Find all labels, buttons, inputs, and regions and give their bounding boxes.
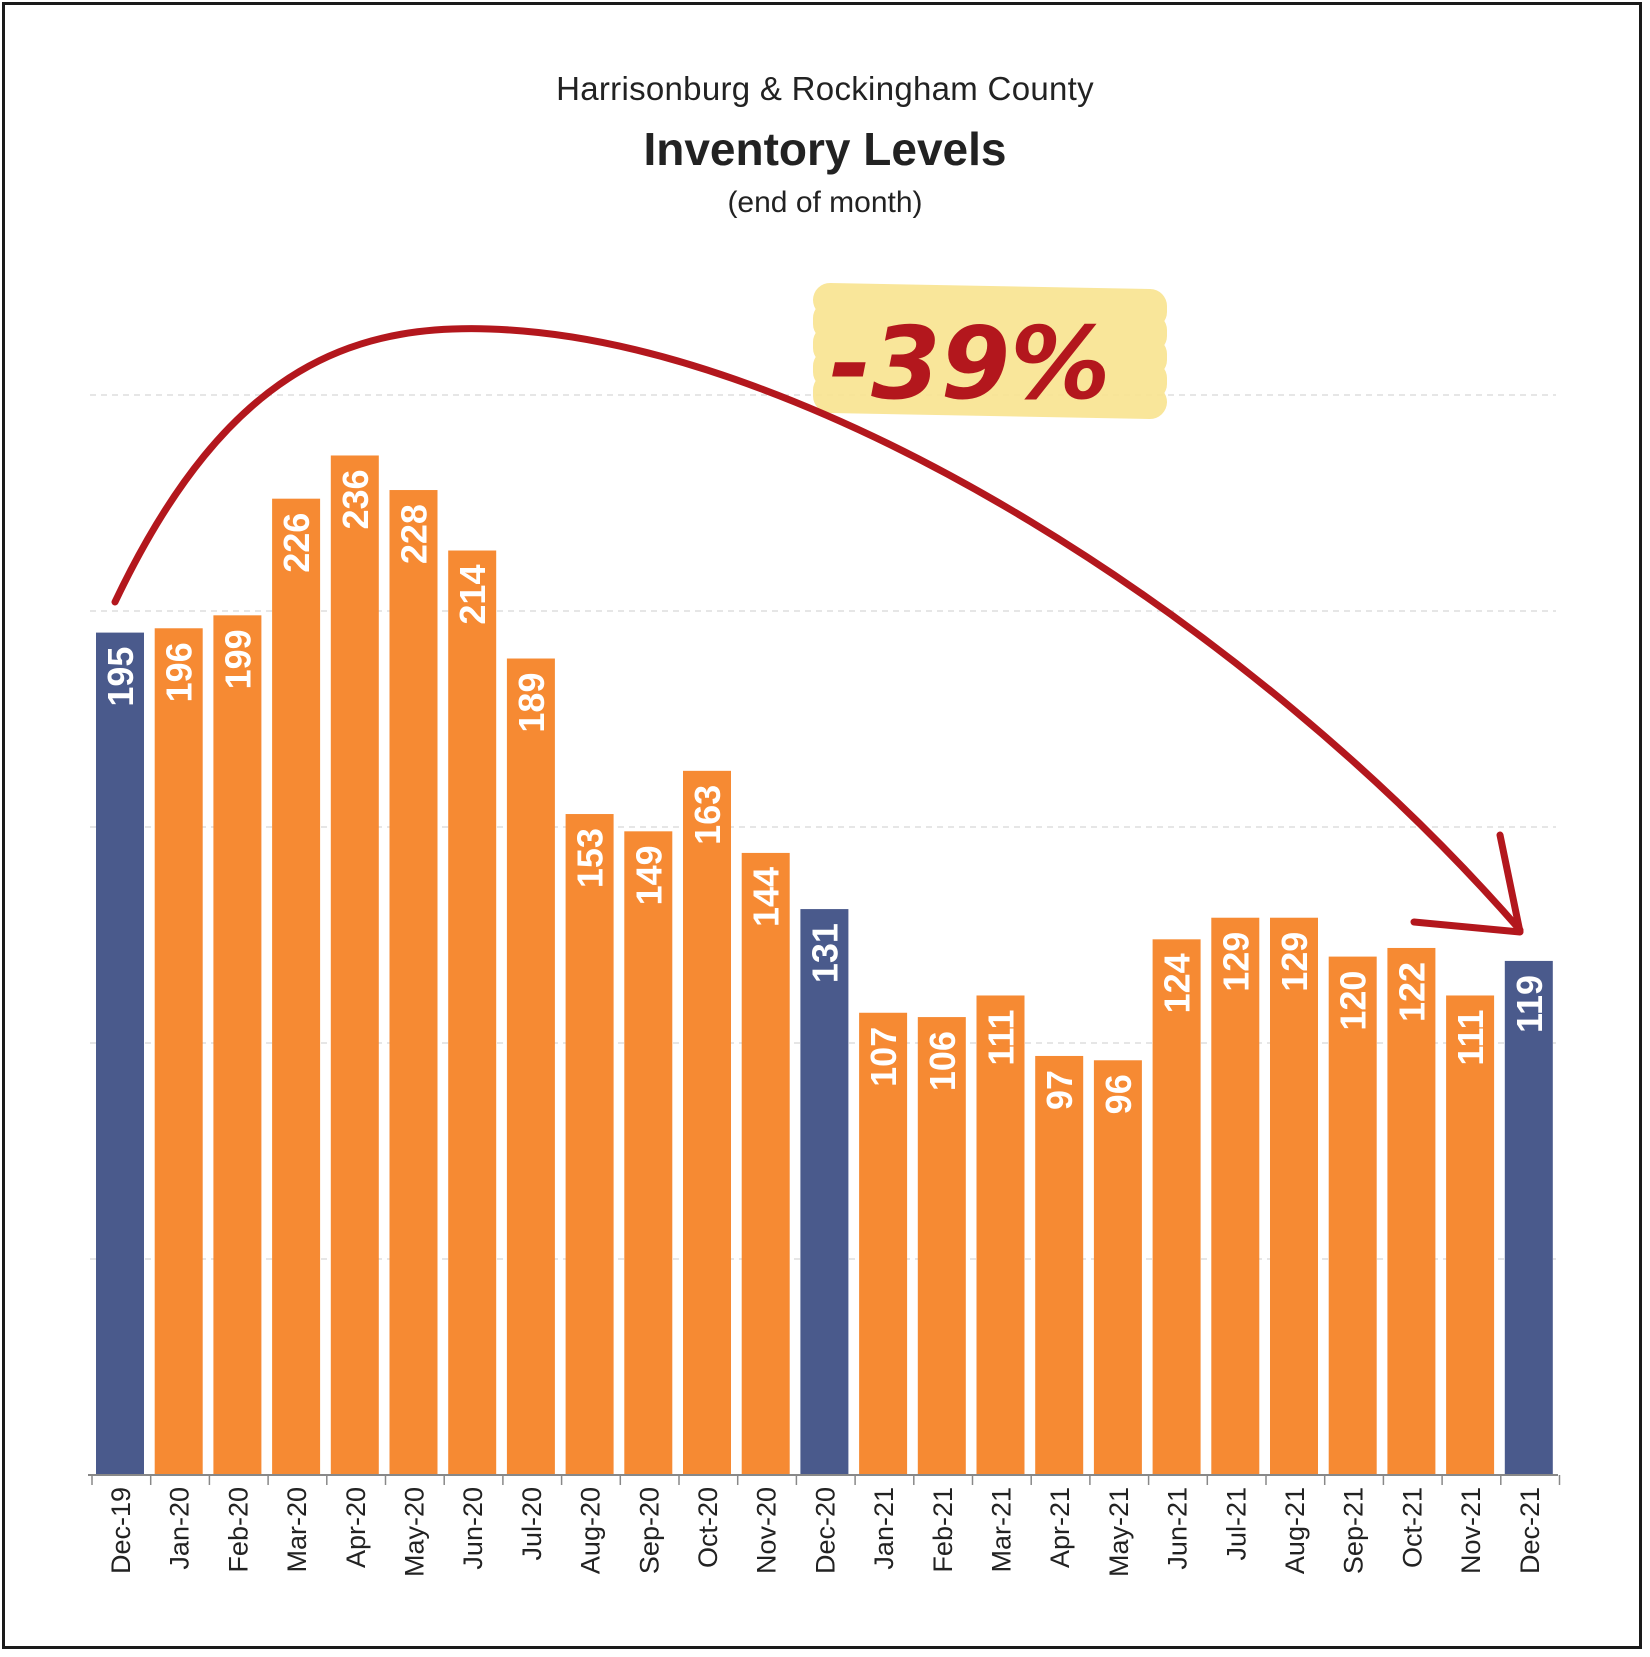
bar-Nov-20	[741, 852, 790, 1475]
data-label-Jan-21: 107	[863, 1027, 904, 1087]
change-percent-label: -39%	[830, 305, 1111, 422]
bar-Sep-21	[1328, 956, 1377, 1475]
data-label-Sep-21: 120	[1333, 971, 1374, 1031]
bar-Sep-20	[624, 831, 673, 1475]
x-tick-label-Jul-20: Jul-20	[517, 1487, 547, 1561]
bar-Jan-21	[859, 1012, 908, 1475]
bar-Oct-21	[1387, 947, 1436, 1475]
x-tick-label-May-20: May-20	[400, 1487, 430, 1577]
bar-Dec-21	[1504, 960, 1553, 1475]
data-label-Jun-20: 214	[452, 565, 493, 625]
bar-Aug-20	[565, 814, 614, 1475]
chart-title: Inventory Levels	[643, 123, 1007, 175]
data-label-May-21: 96	[1098, 1074, 1139, 1114]
x-tick-label-Feb-20: Feb-20	[223, 1487, 253, 1573]
x-tick-label-Dec-21: Dec-21	[1515, 1487, 1545, 1574]
bar-Jun-21	[1152, 939, 1201, 1475]
bar-Mar-20	[272, 498, 321, 1475]
bar-May-20	[389, 490, 438, 1475]
bars: 195 196 199 226 236 228 214 189 153 149 163 144 131 1…	[96, 455, 1553, 1476]
data-label-Mar-20: 226	[276, 513, 317, 573]
data-label-Aug-20: 153	[570, 828, 611, 888]
x-tick-label-Mar-21: Mar-21	[987, 1487, 1017, 1573]
data-label-May-20: 228	[394, 504, 435, 564]
x-tick-label-Jun-20: Jun-20	[458, 1487, 488, 1570]
data-label-Oct-20: 163	[687, 785, 728, 845]
data-label-Dec-21: 119	[1509, 975, 1550, 1033]
bar-Apr-21	[1035, 1055, 1084, 1475]
data-label-Apr-20: 236	[335, 469, 376, 529]
bar-Aug-21	[1270, 917, 1318, 1475]
x-tick-label-Apr-20: Apr-20	[341, 1487, 371, 1568]
trend-arrow-curve	[111, 325, 1524, 934]
data-label-Sep-20: 149	[628, 845, 669, 905]
x-tick-label-May-21: May-21	[1104, 1487, 1134, 1577]
data-label-Nov-20: 144	[746, 867, 787, 927]
data-label-Mar-21: 111	[981, 1009, 1022, 1065]
x-tick-label-Jul-21: Jul-21	[1221, 1487, 1251, 1561]
x-tick-label-Aug-20: Aug-20	[576, 1487, 606, 1574]
bar-Dec-19	[96, 632, 144, 1475]
x-tick-label-Dec-20: Dec-20	[810, 1487, 840, 1574]
data-label-Feb-20: 199	[217, 629, 258, 689]
x-tick-label-Sep-21: Sep-21	[1339, 1487, 1369, 1574]
data-label-Oct-21: 122	[1391, 962, 1432, 1022]
change-annotation: -39%	[111, 283, 1524, 936]
chart-region-subtitle: Harrisonburg & Rockingham County	[556, 70, 1094, 107]
chart-note: (end of month)	[727, 186, 923, 219]
x-tick-label-Mar-20: Mar-20	[282, 1487, 312, 1573]
bar-Feb-20	[213, 615, 262, 1475]
x-tick-label-Feb-21: Feb-21	[928, 1487, 958, 1573]
x-tick-label-Oct-21: Oct-21	[1397, 1487, 1427, 1568]
x-tick-label-Apr-21: Apr-21	[1045, 1487, 1075, 1568]
x-tick-label-Jan-20: Jan-20	[165, 1487, 195, 1570]
data-label-Jun-21: 124	[1157, 953, 1198, 1013]
data-label-Feb-21: 106	[922, 1031, 963, 1091]
bar-Apr-20	[330, 455, 379, 1476]
bar-Jul-20	[506, 658, 555, 1475]
bar-Jan-20	[154, 628, 203, 1475]
data-label-Aug-21: 129	[1274, 932, 1315, 992]
bar-Nov-21	[1446, 995, 1495, 1475]
trend-arrow-head	[1410, 831, 1524, 936]
x-tick-label-Nov-21: Nov-21	[1456, 1487, 1486, 1574]
data-label-Jul-20: 189	[511, 673, 552, 733]
x-tick-label-Jan-21: Jan-21	[869, 1487, 899, 1570]
highlight-scribble	[813, 283, 1167, 419]
bar-Jun-20	[448, 550, 497, 1475]
x-tick-label-Aug-21: Aug-21	[1280, 1487, 1310, 1574]
chart-header: Harrisonburg & Rockingham County Invento…	[0, 70, 1650, 220]
x-axis: Dec-19 Jan-20 Feb-20 Mar-20 Apr-20 May-20 Jun-…	[88, 1474, 1561, 1577]
x-tick-label-Sep-20: Sep-20	[634, 1487, 664, 1574]
data-label-Jul-21: 129	[1215, 932, 1256, 992]
bar-Oct-20	[683, 770, 731, 1475]
bar-Jul-21	[1211, 917, 1260, 1475]
bar-Dec-20	[800, 909, 849, 1475]
data-label-Apr-21: 97	[1039, 1070, 1080, 1110]
x-tick-label-Dec-19: Dec-19	[106, 1487, 136, 1574]
data-label-Dec-20: 131	[804, 923, 845, 983]
x-tick-label-Jun-21: Jun-21	[1163, 1487, 1193, 1570]
x-tick-label-Nov-20: Nov-20	[752, 1487, 782, 1574]
data-label-Jan-20: 196	[159, 642, 200, 702]
data-label-Dec-19: 195	[100, 647, 141, 707]
bar-May-21	[1093, 1060, 1142, 1475]
bar-Mar-21	[976, 995, 1025, 1475]
bar-Feb-21	[917, 1017, 966, 1475]
x-tick-label-Oct-20: Oct-20	[693, 1487, 723, 1568]
data-label-Nov-21: 111	[1450, 1009, 1491, 1065]
